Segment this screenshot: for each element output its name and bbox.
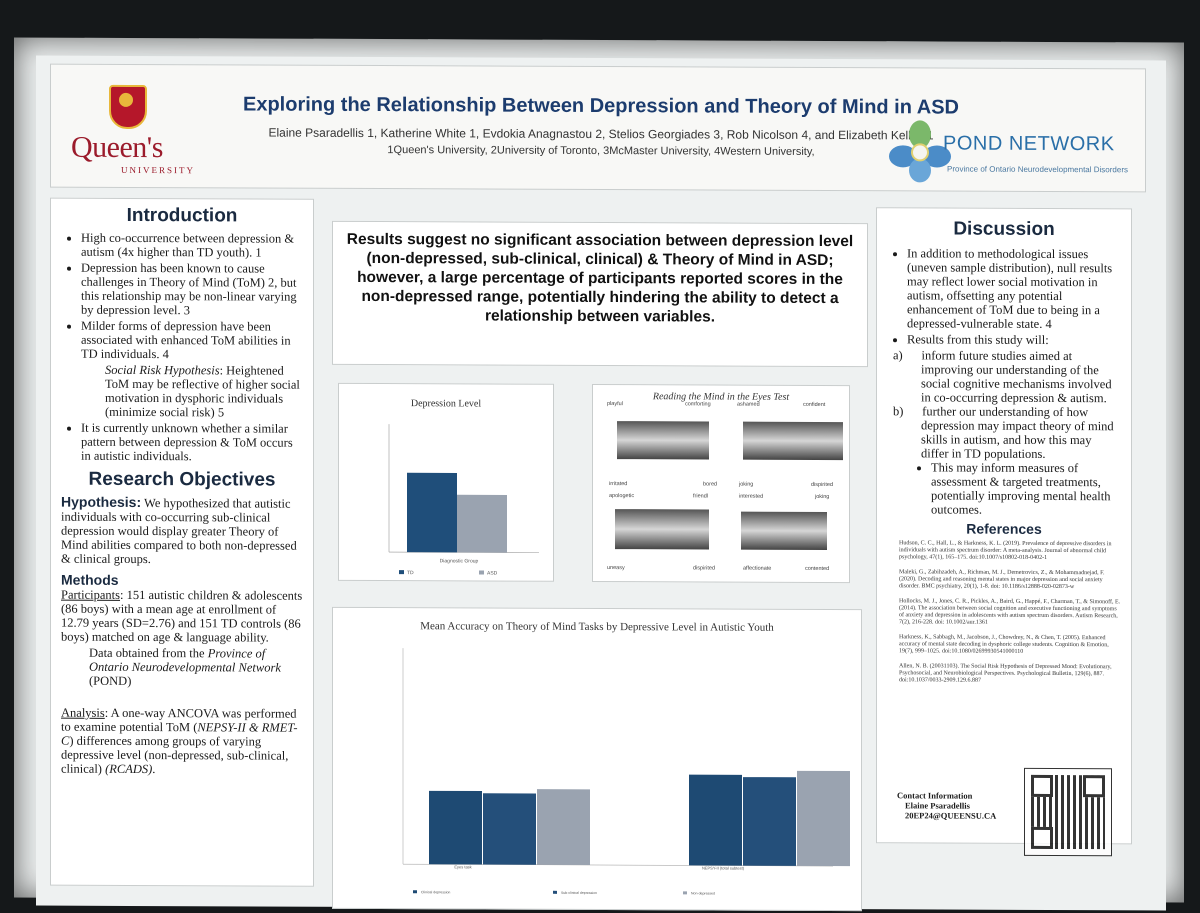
chart3-category-nepsy: NEPSY-II (total subtest) [702, 865, 745, 870]
rmet-word: joking [815, 493, 830, 501]
discussion-item-2: Results from this study will: [907, 332, 1121, 347]
chart3-bar [689, 774, 742, 866]
intro-item-1: High co-occurrence between depression & … [81, 231, 303, 260]
rmet-panel: Reading the Mind in the Eyes Test playfu… [592, 383, 850, 584]
hypothesis-text: Hypothesis: We hypothesized that autisti… [61, 493, 297, 567]
discussion-item-1: In addition to methodological issues (un… [907, 246, 1121, 331]
rmet-word: dispirited [693, 565, 716, 572]
introduction-heading: Introduction [126, 204, 238, 227]
chart3-plot: Eyes task NEPSY-II (total subtest) Clini… [402, 648, 850, 896]
rmet-word: playful [607, 401, 623, 408]
methods-heading: Methods [61, 571, 119, 588]
chart1-legend-td: TD [407, 570, 414, 576]
chart3-bar [797, 770, 850, 867]
chart3-bar [429, 790, 482, 865]
rmet-word: dispirited [811, 481, 834, 489]
pond-logo-name: POND NETWORK [943, 132, 1115, 156]
rmet-word: friendl [693, 493, 708, 500]
poster-affiliations: 1Queen's University, 2University of Toro… [387, 144, 815, 158]
discussion-item-a: a) inform future studies aimed at improv… [893, 348, 1112, 406]
rmet-eyes-image [617, 421, 709, 460]
rmet-word: joking [739, 481, 754, 488]
pond-flower-icon [889, 120, 951, 183]
discussion-item-3: This may inform measures of assessment &… [931, 460, 1121, 517]
intro-item-2: Depression has been known to cause chall… [81, 261, 303, 318]
poster-header: Queen's UNIVERSITY Exploring the Relatio… [50, 63, 1146, 193]
rmet-eyes-image [741, 511, 827, 550]
depression-level-chart: Depression Level Diagnostic Group TD ASD [338, 382, 554, 582]
rmet-word: ashamed [737, 401, 760, 408]
rmet-word: contented [805, 565, 830, 573]
participants-text: Participants: 151 autistic children & ad… [61, 587, 303, 645]
rmet-word: affectionate [743, 565, 772, 572]
discussion-item-b: b) further our understanding of how depr… [893, 404, 1114, 461]
chart1-bar-td [407, 472, 457, 553]
chart1-bar-asd [457, 494, 507, 553]
poster: Queen's UNIVERSITY Exploring the Relatio… [36, 55, 1166, 912]
chart3-legend-clinical: Clinical depression [421, 890, 450, 894]
rmet-eyes-image [615, 509, 709, 550]
introduction-panel: Introduction High co-occurrence between … [50, 197, 314, 887]
reference-item: Allen, N. B. (20031103). The Social Risk… [899, 663, 1112, 684]
poster-authors: Elaine Psaradellis 1, Katherine White 1,… [268, 125, 934, 143]
pond-logo-sub: Province of Ontario Neurodevelopmental D… [947, 164, 1128, 175]
tom-accuracy-chart: Mean Accuracy on Theory of Mind Tasks by… [332, 606, 862, 912]
chart3-bar [483, 793, 536, 865]
intro-item-3: Milder forms of depression have been ass… [81, 319, 303, 362]
chart3-legend-nondepressed: Non-depressed [691, 891, 715, 895]
reference-item: Maleki, G., Zabihzadeh, A., Richman, M. … [899, 569, 1105, 591]
qr-code-icon [1024, 767, 1112, 857]
data-source-text: Data obtained from the Province of Ontar… [89, 645, 281, 688]
contact-info: Contact Information Elaine Psaradellis 2… [897, 790, 997, 821]
chart3-legend-subclinical: Sub-clinical depression [561, 891, 597, 895]
rmet-word: interested [739, 493, 764, 500]
chart1-legend-asd: ASD [487, 571, 498, 577]
chart1-xlabel: Diagnostic Group [440, 558, 479, 564]
results-summary: Results suggest no significant associati… [332, 220, 868, 368]
rmet-word: apologetic [609, 493, 635, 500]
rmet-word: bored [703, 481, 718, 488]
analysis-text: Analysis: A one-way ANCOVA was performed… [61, 705, 298, 777]
references-heading: References [966, 520, 1042, 537]
discussion-panel: Discussion In addition to methodological… [876, 207, 1132, 857]
rmet-word: comforting [685, 401, 711, 408]
reference-item: Harkness, K., Sabbagh, M., Jacobson, J.,… [899, 634, 1109, 655]
rmet-word: confident [803, 401, 826, 408]
reference-item: Hollocks, M. J., Jones, C. R., Pickles, … [899, 598, 1121, 626]
chart3-bar [537, 789, 590, 865]
intro-item-4: It is currently unknown whether a simila… [81, 421, 303, 464]
poster-title: Exploring the Relationship Between Depre… [243, 93, 959, 119]
objectives-heading: Research Objectives [88, 468, 276, 491]
rmet-eyes-image [743, 421, 843, 461]
rmet-word: uneasy [607, 565, 625, 572]
chart3-bar [743, 777, 796, 866]
chart1-plot: Diagnostic Group TD ASD [388, 424, 539, 577]
references-list: Hudson, C. C., Hall, L., & Harkness, K. … [887, 540, 1121, 685]
queens-logo-sub: UNIVERSITY [121, 164, 195, 176]
chart3-category-eyes: Eyes task [454, 864, 471, 869]
discussion-heading: Discussion [953, 218, 1055, 240]
reference-item: Hudson, C. C., Hall, L., & Harkness, K. … [899, 540, 1112, 561]
intro-social-risk: Social Risk Hypothesis: Heightened ToM m… [105, 362, 300, 420]
rmet-word: irritated [609, 481, 628, 488]
monitor-screen: Queen's UNIVERSITY Exploring the Relatio… [14, 37, 1184, 912]
queens-crest-icon [109, 84, 147, 130]
queens-logo: Queen's [71, 130, 163, 165]
